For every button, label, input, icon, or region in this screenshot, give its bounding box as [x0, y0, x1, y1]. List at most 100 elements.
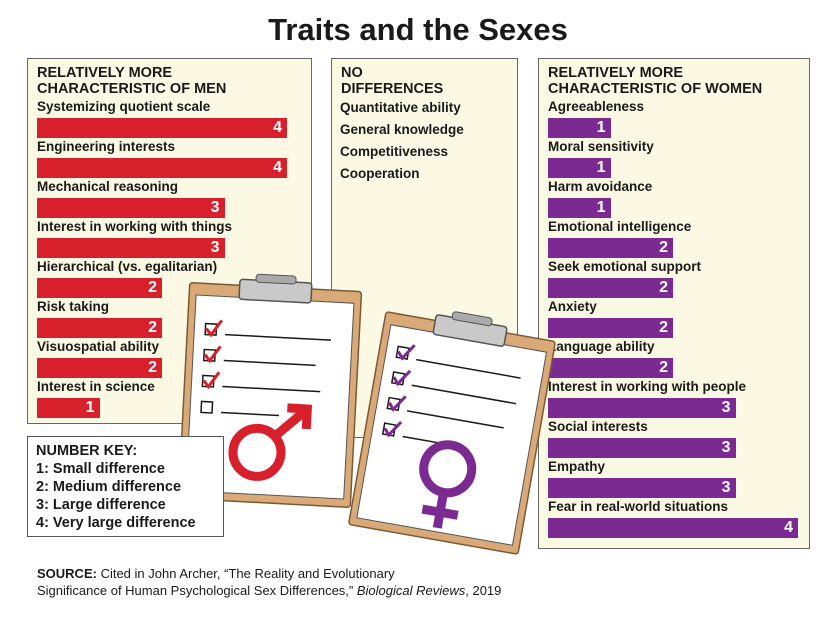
women-bar-value: 2 — [659, 319, 668, 336]
women-bar: 1 — [548, 158, 611, 178]
men-bar: 4 — [37, 158, 287, 178]
women-bar: 3 — [548, 478, 736, 498]
women-trait-label: Fear in real-world situations — [548, 499, 729, 514]
women-trait-label: Moral sensitivity — [548, 139, 654, 154]
men-trait-row: Interest in working with things 3 — [28, 219, 311, 259]
women-trait-row: Moral sensitivity 1 — [539, 139, 809, 179]
women-trait-row: Agreeableness 1 — [539, 99, 809, 139]
women-bar: 1 — [548, 198, 611, 218]
men-bar: 3 — [37, 238, 225, 258]
women-panel: RELATIVELY MORE CHARACTERISTIC OF WOMEN … — [538, 58, 810, 549]
source-label: SOURCE: — [37, 566, 97, 581]
men-trait-label: Risk taking — [37, 299, 110, 314]
source-year: , 2019 — [465, 583, 502, 598]
women-trait-label: Interest in working with people — [548, 379, 747, 394]
men-trait-row: Engineering interests 4 — [28, 139, 311, 179]
women-trait-row: Emotional intelligence 2 — [539, 219, 809, 259]
men-bar-value: 1 — [85, 399, 95, 416]
women-bar: 4 — [548, 518, 798, 538]
men-trait-row: Interest in science 1 — [28, 379, 311, 419]
women-bar-value: 4 — [784, 519, 793, 536]
female-clipboard-icon — [348, 311, 556, 555]
source-text: Significance of Human Psychological Sex … — [37, 583, 357, 598]
men-bar-value: 2 — [148, 279, 157, 296]
men-trait-row: Hierarchical (vs. egalitarian) 2 — [28, 259, 311, 299]
men-panel: RELATIVELY MORE CHARACTERISTIC OF MEN Sy… — [27, 58, 312, 424]
women-bar: 2 — [548, 238, 673, 258]
men-trait-label: Interest in science — [37, 379, 155, 394]
men-bar-value: 3 — [210, 199, 220, 216]
women-bar-value: 1 — [596, 119, 606, 136]
women-panel-heading: RELATIVELY MORE CHARACTERISTIC OF WOMEN — [548, 65, 763, 97]
women-trait-label: Language ability — [548, 339, 655, 354]
men-trait-label: Visuospatial ability — [37, 339, 160, 354]
women-bar-value: 2 — [659, 359, 668, 376]
women-bar-value: 3 — [721, 479, 731, 496]
key-item: 3: Large difference — [36, 497, 166, 513]
men-trait-row: Visuospatial ability 2 — [28, 339, 311, 379]
female-symbol-icon — [419, 440, 477, 529]
no-difference-item: General knowledge — [340, 122, 464, 137]
men-bar-value: 3 — [210, 239, 220, 256]
women-bar-value: 3 — [721, 399, 731, 416]
key-heading: NUMBER KEY: — [36, 443, 138, 459]
women-trait-label: Agreeableness — [548, 99, 645, 114]
women-trait-row: Interest in working with people 3 — [539, 379, 809, 419]
no-difference-item: Quantitative ability — [340, 100, 461, 115]
women-bar-value: 2 — [659, 279, 668, 296]
no-difference-item: Competitiveness — [340, 144, 449, 159]
women-trait-label: Emotional intelligence — [548, 219, 692, 234]
male-symbol-icon — [228, 403, 313, 481]
men-trait-row: Risk taking 2 — [28, 299, 311, 339]
women-bar: 3 — [548, 438, 736, 458]
men-trait-label: Engineering interests — [37, 139, 176, 154]
women-trait-row: Empathy 3 — [539, 459, 809, 499]
men-bar: 2 — [37, 278, 162, 298]
no-difference-item: Cooperation — [340, 166, 420, 181]
women-bar-value: 1 — [596, 159, 606, 176]
women-bar: 2 — [548, 358, 673, 378]
men-trait-row: Mechanical reasoning 3 — [28, 179, 311, 219]
men-bar-value: 2 — [148, 359, 157, 376]
men-trait-label: Systemizing quotient scale — [37, 99, 211, 114]
key-item: 4: Very large difference — [36, 515, 196, 531]
women-bar-value: 1 — [596, 199, 606, 216]
women-trait-label: Anxiety — [548, 299, 597, 314]
key-item: 1: Small difference — [36, 461, 165, 477]
men-bar-value: 2 — [148, 319, 157, 336]
male-clipboard-icon — [177, 273, 363, 508]
women-trait-label: Social interests — [548, 419, 648, 434]
men-trait-label: Mechanical reasoning — [37, 179, 179, 194]
men-bar: 1 — [37, 398, 100, 418]
men-bar-value: 4 — [273, 159, 282, 176]
women-bar: 2 — [548, 318, 673, 338]
men-bar-value: 4 — [273, 119, 282, 136]
women-bar-value: 3 — [721, 439, 731, 456]
men-bar: 2 — [37, 318, 162, 338]
men-trait-row: Systemizing quotient scale 4 — [28, 99, 311, 139]
men-trait-label: Interest in working with things — [37, 219, 233, 234]
women-trait-row: Social interests 3 — [539, 419, 809, 459]
women-trait-label: Harm avoidance — [548, 179, 653, 194]
source-journal: Biological Reviews — [356, 583, 466, 598]
women-trait-label: Empathy — [548, 459, 606, 474]
key-item: 2: Medium difference — [36, 479, 182, 495]
women-trait-row: Language ability 2 — [539, 339, 809, 379]
no-differences-heading: NO DIFFERENCES — [341, 65, 444, 97]
page-title: Traits and the Sexes — [268, 12, 568, 47]
source-text: Cited in John Archer, “The Reality and E… — [96, 566, 395, 581]
men-panel-heading: RELATIVELY MORE CHARACTERISTIC OF MEN — [37, 65, 227, 97]
women-bar-value: 2 — [659, 239, 668, 256]
women-bar: 1 — [548, 118, 611, 138]
women-trait-row: Anxiety 2 — [539, 299, 809, 339]
women-trait-label: Seek emotional support — [548, 259, 702, 274]
women-bar: 2 — [548, 278, 673, 298]
men-trait-label: Hierarchical (vs. egalitarian) — [37, 259, 218, 274]
number-key: NUMBER KEY: 1: Small difference 2: Mediu… — [27, 436, 224, 537]
women-trait-row: Seek emotional support 2 — [539, 259, 809, 299]
men-bar: 3 — [37, 198, 225, 218]
women-bar: 3 — [548, 398, 736, 418]
men-bar: 4 — [37, 118, 287, 138]
women-trait-row: Fear in real-world situations 4 — [539, 499, 809, 539]
